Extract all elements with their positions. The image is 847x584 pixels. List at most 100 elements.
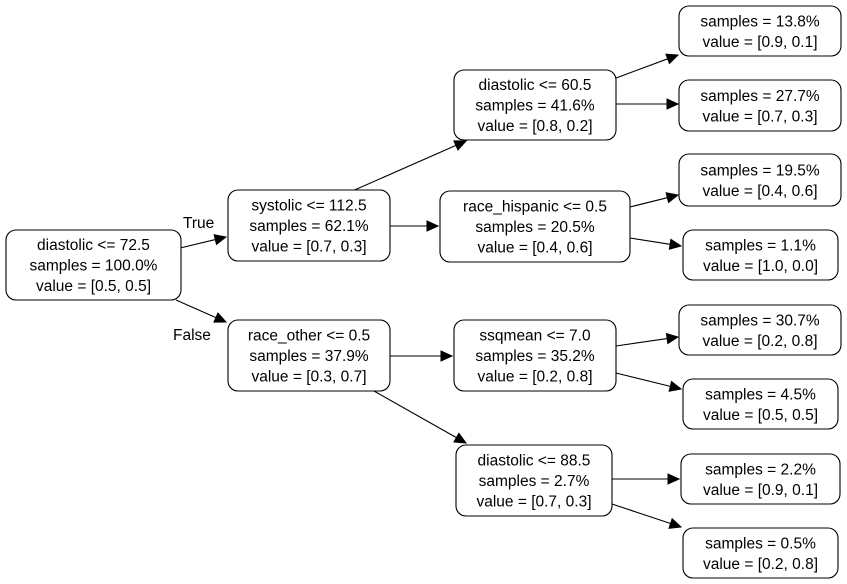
node-text-line: samples = 2.2%: [705, 461, 816, 478]
node-text-line: race_hispanic <= 0.5: [463, 199, 607, 216]
arrowhead: [453, 140, 468, 151]
node-box: [439, 190, 631, 263]
node-text-line: value = [1.0, 0.0]: [703, 258, 818, 275]
arrowhead: [213, 234, 228, 246]
node-text-line: samples = 0.5%: [705, 535, 816, 552]
edge-label-false: False: [173, 327, 211, 344]
node-text-line: value = [0.2, 0.8]: [477, 369, 592, 386]
edge-line: [615, 338, 668, 347]
node-box: [682, 527, 839, 579]
node-text-line: value = [0.7, 0.3]: [702, 108, 817, 125]
node-text-line: value = [0.5, 0.5]: [703, 407, 818, 424]
node-text-line: value = [0.2, 0.8]: [703, 556, 818, 573]
edge-n1-n5: [390, 220, 440, 232]
node-text-line: ssqmean <= 7.0: [479, 328, 591, 345]
node-text-line: diastolic <= 88.5: [478, 453, 591, 470]
node-text-line: samples = 2.7%: [479, 473, 590, 490]
node-text-line: samples = 37.9%: [249, 348, 369, 365]
tree-node-n4: samples = 27.7% value = [0.7, 0.3]: [678, 79, 842, 132]
node-text-line: race_other <= 0.5: [248, 328, 370, 345]
node-text-line: value = [0.7, 0.3]: [476, 494, 591, 511]
arrowhead: [440, 350, 454, 362]
edge-n5-n6: [629, 192, 680, 208]
tree-node-n11: samples = 4.5% value = [0.5, 0.5]: [682, 378, 839, 430]
tree-node-n7: samples = 1.1% value = [1.0, 0.0]: [682, 229, 839, 281]
tree-node-n0: diastolic <= 72.5 samples = 100.0% value =…: [5, 229, 182, 301]
edge-line: [615, 58, 668, 79]
edge-n2-n4: [616, 98, 680, 110]
node-text-line: samples = 62.1%: [249, 218, 369, 235]
tree-node-n8: race_other <= 0.5 samples = 37.9% value = …: [227, 319, 391, 392]
tree-node-n6: samples = 19.5% value = [0.4, 0.6]: [678, 153, 842, 207]
node-box: [5, 229, 182, 301]
node-text-line: diastolic <= 60.5: [479, 77, 592, 94]
nodes-layer: diastolic <= 72.5 samples = 100.0% value =…: [5, 5, 842, 579]
node-box: [678, 153, 842, 207]
node-box: [453, 319, 617, 392]
node-text-line: samples = 13.8%: [700, 13, 820, 30]
node-box: [227, 189, 391, 262]
edge-n9-n10: [615, 332, 680, 347]
edge-line: [175, 299, 217, 319]
edge-line: [611, 503, 671, 525]
node-text-line: value = [0.8, 0.2]: [477, 118, 592, 135]
node-text-line: samples = 4.5%: [705, 386, 816, 403]
node-box: [678, 304, 842, 356]
edge-n0-n8: False: [173, 299, 228, 344]
node-text-line: samples = 19.5%: [700, 162, 820, 179]
arrowhead: [213, 312, 228, 323]
tree-node-n10: samples = 30.7% value = [0.2, 0.8]: [678, 304, 842, 356]
edge-line: [373, 390, 457, 439]
node-text-line: value = [0.3, 0.7]: [251, 369, 366, 386]
edge-n0-n1: True: [175, 215, 228, 250]
edge-n12-n13: [612, 473, 681, 485]
arrowhead: [668, 238, 683, 250]
tree-node-n13: samples = 2.2% value = [0.9, 0.1]: [680, 453, 841, 505]
tree-node-n1: systolic <= 112.5 samples = 62.1% value = …: [227, 189, 391, 262]
node-text-line: value = [0.9, 0.1]: [703, 482, 818, 499]
edges-layer: True False: [173, 53, 683, 529]
edge-line: [615, 372, 671, 387]
arrowhead: [426, 220, 440, 232]
edge-n1-n2: [349, 140, 468, 193]
node-text-line: diastolic <= 72.5: [37, 237, 150, 254]
node-box: [682, 378, 839, 430]
node-text-line: samples = 100.0%: [30, 258, 158, 275]
edge-n8-n12: [373, 390, 468, 444]
node-text-line: samples = 30.7%: [700, 312, 820, 329]
edge-line: [629, 197, 668, 208]
edge-line: [175, 239, 216, 250]
node-text-line: samples = 41.6%: [475, 98, 595, 115]
tree-node-n2: diastolic <= 60.5 samples = 41.6% value = …: [453, 69, 617, 141]
node-box: [453, 69, 617, 141]
edge-n5-n7: [629, 237, 683, 250]
edge-line: [349, 144, 457, 193]
arrowhead: [668, 380, 683, 392]
node-text-line: systolic <= 112.5: [251, 198, 366, 215]
tree-node-n12: diastolic <= 88.5 samples = 2.7% value = […: [455, 444, 613, 517]
node-text-line: samples = 35.2%: [475, 348, 595, 365]
node-box: [682, 229, 839, 281]
node-text-line: value = [0.9, 0.1]: [702, 34, 817, 51]
node-text-line: value = [0.4, 0.6]: [702, 183, 817, 200]
tree-node-n14: samples = 0.5% value = [0.2, 0.8]: [682, 527, 839, 579]
node-text-line: value = [0.7, 0.3]: [251, 239, 366, 256]
edge-line: [629, 237, 671, 245]
arrowhead: [665, 332, 680, 345]
node-box: [678, 5, 842, 57]
arrowhead: [667, 473, 681, 485]
node-text-line: samples = 20.5%: [475, 219, 595, 236]
tree-node-n5: race_hispanic <= 0.5 samples = 20.5% value…: [439, 190, 631, 263]
tree-node-n3: samples = 13.8% value = [0.9, 0.1]: [678, 5, 842, 57]
node-text-line: value = [0.4, 0.6]: [477, 240, 592, 257]
edge-n2-n3: [615, 53, 680, 79]
node-text-line: samples = 27.7%: [700, 88, 820, 105]
arrowhead: [665, 53, 680, 65]
edge-n12-n14: [611, 503, 683, 529]
edge-n8-n9: [390, 350, 454, 362]
arrowhead: [668, 517, 683, 529]
node-box: [680, 453, 841, 505]
node-text-line: value = [0.2, 0.8]: [702, 333, 817, 350]
node-box: [678, 79, 842, 132]
